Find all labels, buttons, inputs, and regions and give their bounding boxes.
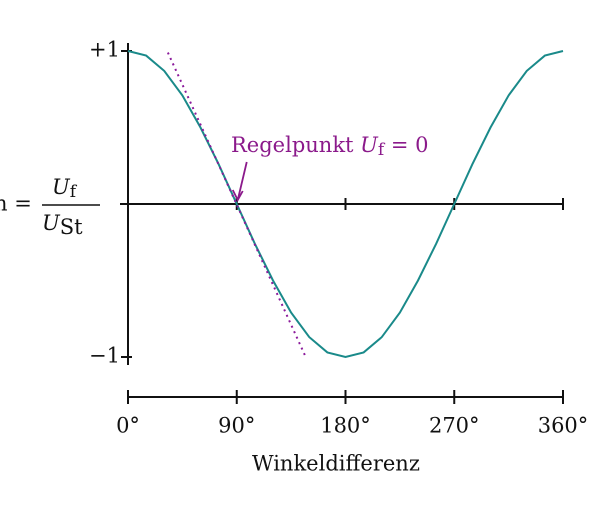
series-line: [127, 50, 564, 359]
annotation-text: Regelpunkt: [231, 133, 360, 157]
y-tick-label: +1: [89, 38, 120, 62]
y-tick-label: −1: [89, 344, 120, 368]
x-tick-label: 360°: [538, 414, 589, 438]
x-tick-label: 0°: [116, 414, 140, 438]
annotation-suffix: = 0: [384, 133, 428, 157]
annotation-arrow: [231, 161, 248, 202]
annotation: Regelpunkt Uf = 0: [231, 133, 428, 160]
symbol: U: [52, 175, 71, 199]
subscript: f: [70, 182, 78, 202]
y-label-prefix: n =: [0, 192, 32, 216]
x-tick-label: 180°: [320, 414, 371, 438]
x-tick-label: 90°: [218, 414, 255, 438]
annotation-symbol: U: [360, 133, 379, 157]
y-label-numerator: Uf: [52, 175, 78, 202]
subscript: St: [60, 215, 83, 239]
annotation-subscript: f: [378, 140, 386, 160]
x-tick-label: 270°: [429, 414, 480, 438]
y-label-denominator: USt: [42, 211, 83, 239]
x-axis-label: Winkeldifferenz: [252, 452, 420, 476]
series-line: [166, 52, 306, 356]
symbol: U: [42, 211, 61, 235]
